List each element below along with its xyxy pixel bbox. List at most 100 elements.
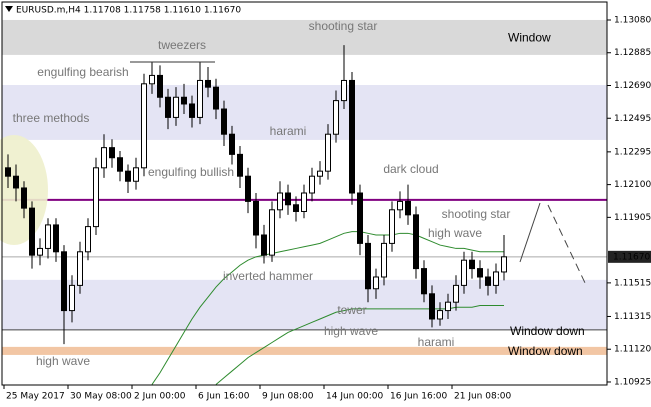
candle-body	[397, 200, 403, 211]
y-tick-label: 1.12495	[614, 114, 651, 124]
x-tick-label: 9 Jun 08:00	[262, 392, 314, 402]
x-tick-label: 2 Jun 00:00	[134, 392, 186, 402]
candle-body	[357, 192, 363, 244]
candle-body	[437, 310, 443, 320]
candle-body	[61, 251, 67, 312]
moving-average	[151, 231, 504, 385]
current-price-label: 1.11670	[613, 252, 650, 262]
y-tick-label: 1.12885	[614, 48, 651, 58]
candle-body	[501, 256, 507, 273]
forecast-line	[519, 202, 541, 263]
plot	[5, 45, 507, 385]
candle-body	[309, 175, 315, 194]
candle-body	[5, 167, 11, 177]
header-icon	[5, 6, 13, 12]
candle-body	[293, 204, 299, 212]
pattern-label: harami	[418, 335, 455, 349]
y-tick-label: 1.12690	[614, 81, 651, 91]
candle-body	[181, 96, 187, 105]
candle-body	[45, 224, 51, 249]
candle-body	[461, 259, 467, 286]
candle-body	[109, 147, 115, 159]
x-tick-label: 21 Jun 08:00	[454, 392, 511, 402]
x-tick-label: 30 May 08:00	[70, 392, 132, 402]
y-tick-label: 1.13080	[614, 15, 651, 25]
candle-body	[349, 79, 355, 194]
y-tick-label: 1.12295	[614, 147, 651, 157]
candle-body	[77, 251, 83, 286]
x-tick-label: 25 May 2017	[6, 392, 65, 402]
candle-body	[341, 79, 347, 102]
pattern-label: engulfing bullish	[148, 165, 234, 179]
candle-body	[413, 214, 419, 270]
pattern-label: high wave	[428, 226, 482, 240]
level-label: Window down	[510, 324, 585, 338]
candle-body	[429, 293, 435, 320]
pattern-label: harami	[270, 124, 307, 138]
candle-body	[269, 209, 275, 256]
candle-body	[453, 284, 459, 303]
zone-label: Window down	[508, 344, 583, 358]
candle-body	[469, 259, 475, 270]
pattern-label: inverted hammer	[223, 269, 313, 283]
candle-body	[221, 108, 227, 135]
candle-body	[493, 271, 499, 286]
candle-body	[149, 74, 155, 85]
candle-body	[317, 170, 323, 177]
y-tick-label: 1.11315	[614, 312, 651, 322]
candle-body	[53, 224, 59, 253]
candle-body	[165, 96, 171, 118]
zone	[2, 346, 607, 355]
candle-body	[101, 147, 107, 169]
header: EURUSD.m,H4 1.11708 1.11758 1.11610 1.11…	[16, 6, 241, 16]
pattern-label: tower	[337, 303, 366, 317]
candle-body	[365, 242, 371, 290]
candle-body	[21, 187, 27, 209]
candle-body	[445, 301, 451, 312]
candle-body	[301, 192, 307, 212]
zone	[2, 19, 607, 55]
candle-body	[157, 74, 163, 98]
candle-body	[189, 103, 195, 118]
y-tick-label: 1.11515	[614, 278, 651, 288]
x-tick-label: 16 Jun 16:00	[390, 392, 447, 402]
candle-body	[13, 175, 19, 189]
candle-body	[261, 234, 267, 256]
candle-body	[373, 276, 379, 290]
candle-body	[333, 100, 339, 135]
pattern-label: high wave	[324, 324, 378, 338]
zone	[2, 279, 607, 330]
candle-body	[133, 167, 139, 182]
y-tick-label: 1.12100	[614, 180, 651, 190]
candle-body	[117, 157, 123, 172]
candle-body	[37, 247, 43, 256]
forecast-line	[547, 204, 587, 286]
candle-body	[229, 133, 235, 155]
candle-body	[197, 79, 203, 118]
x-tick-label: 14 Jun 00:00	[326, 392, 383, 402]
candle-body	[253, 200, 259, 236]
candle-body	[405, 200, 411, 216]
zone	[2, 84, 607, 140]
y-tick-label: 1.11905	[614, 213, 651, 223]
y-tick-label: 1.11120	[614, 345, 651, 355]
zones	[2, 19, 607, 355]
pattern-label: engulfing bearish	[37, 65, 128, 79]
pattern-label: tweezers	[158, 38, 206, 52]
candle-body	[205, 79, 211, 88]
pattern-label: high wave	[36, 354, 90, 368]
pattern-label: shooting star	[442, 207, 511, 221]
candle-body	[93, 167, 99, 228]
candle-body	[213, 86, 219, 110]
current-price-box	[608, 250, 651, 263]
candle-body	[29, 207, 35, 256]
candle-body	[421, 268, 427, 295]
candle-body	[237, 153, 243, 177]
pattern-label: dark cloud	[383, 162, 438, 176]
pattern-label: shooting star	[309, 19, 378, 33]
candle-body	[125, 170, 131, 182]
candle-body	[85, 226, 91, 253]
candle-body	[485, 276, 491, 286]
